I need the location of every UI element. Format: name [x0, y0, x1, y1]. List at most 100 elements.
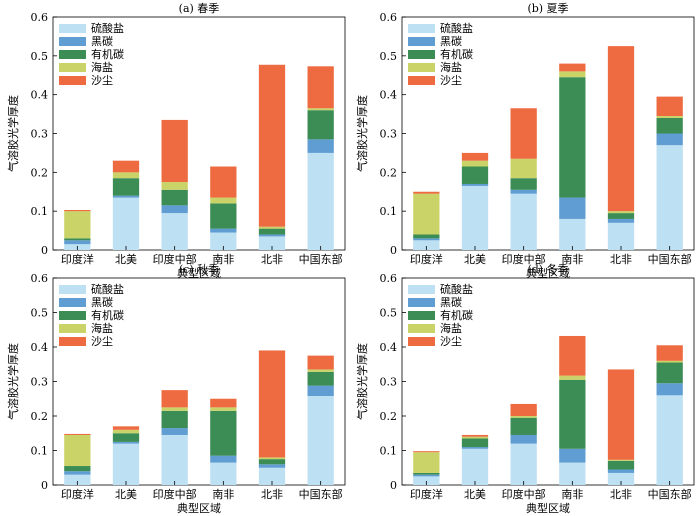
legend-swatch [408, 324, 435, 333]
x-tick-label: 印度中部 [502, 487, 546, 501]
bar-segment [559, 335, 586, 376]
x-tick-label: 北非 [261, 253, 283, 266]
bar-segment [461, 183, 489, 186]
y-tick-label: 0 [41, 244, 48, 257]
x-axis-label: 典型区域 [177, 266, 221, 280]
legend-label: 硫酸盐 [91, 21, 124, 35]
bar-segment [656, 362, 683, 384]
bar-segment [258, 64, 286, 227]
bar-segment [161, 213, 188, 250]
x-tick-label: 北非 [261, 488, 283, 501]
bar-segment [559, 77, 586, 198]
legend-label: 海盐 [91, 321, 113, 335]
bar-segment [510, 178, 537, 190]
bar-segment [656, 145, 683, 250]
bar-segment [461, 166, 489, 184]
y-axis-label: 气溶胶光学厚度 [6, 343, 20, 420]
bar-segment [656, 345, 683, 361]
bar-segment [510, 189, 537, 194]
bar-segment [161, 182, 188, 190]
y-tick-label: 0.1 [31, 205, 49, 218]
legend-label: 有机碳 [440, 47, 473, 61]
bar-segment [510, 434, 537, 444]
bar-segment [656, 133, 683, 146]
y-tick-label: 0.2 [31, 410, 49, 423]
legend-swatch [59, 324, 86, 333]
bar-segment [210, 203, 237, 229]
chart-title: (b) 夏季 [527, 2, 568, 15]
bar-segment [607, 46, 635, 212]
bar-segment [112, 443, 140, 485]
bar-segment [64, 471, 91, 475]
bar-segment [656, 116, 683, 118]
x-tick-label: 北美 [115, 253, 137, 266]
bar-segment [461, 185, 489, 250]
y-tick-label: 0.1 [380, 205, 398, 218]
x-tick-label: 印度洋 [61, 487, 94, 501]
legend-swatch [408, 24, 435, 33]
bar-segment [258, 350, 286, 458]
bar-segment [510, 416, 537, 418]
legend-label: 硫酸盐 [91, 282, 124, 296]
bar-segment [161, 205, 188, 214]
x-tick-label: 中国东部 [299, 252, 343, 266]
y-tick-label: 0.3 [380, 128, 398, 141]
x-tick-label: 南非 [561, 253, 583, 266]
bar-segment [510, 403, 537, 416]
bar-segment [64, 434, 91, 467]
y-tick-label: 0.3 [31, 128, 49, 141]
bar-segment [559, 63, 586, 72]
bar-segment [112, 160, 140, 173]
bar-segment [307, 395, 334, 485]
x-axis-label: 典型区域 [526, 501, 570, 515]
y-tick-label: 0.3 [380, 376, 398, 389]
bar-segment [413, 451, 440, 453]
x-tick-label: 北美 [464, 488, 486, 501]
y-tick-label: 0.4 [31, 341, 49, 354]
bar-segment [413, 234, 440, 239]
bar-segment [656, 96, 683, 117]
legend-label: 有机碳 [91, 47, 124, 61]
y-tick-label: 0.6 [380, 11, 398, 24]
legend-swatch [408, 337, 435, 346]
bar-segment [64, 211, 91, 239]
legend-swatch [59, 37, 86, 46]
bar-segment [161, 390, 188, 408]
bar-segment [112, 197, 140, 250]
x-tick-label: 中国东部 [299, 487, 343, 501]
bar-segment [258, 464, 286, 468]
bar-segment [64, 466, 91, 472]
legend-swatch [59, 24, 86, 33]
bar-segment [112, 195, 140, 198]
y-tick-label: 0.4 [380, 341, 398, 354]
bar-segment [307, 371, 334, 386]
bar-segment [210, 166, 237, 198]
bar-segment [607, 369, 635, 460]
bar-segment [307, 66, 334, 109]
bar-segment [510, 417, 537, 435]
y-axis-label: 气溶胶光学厚度 [6, 95, 20, 172]
bar-segment [461, 160, 489, 167]
legend-label: 有机碳 [440, 308, 473, 322]
bar-segment [461, 152, 489, 161]
bar-segment [307, 110, 334, 140]
bar-segment [413, 472, 440, 475]
bar-segment [112, 178, 140, 196]
x-tick-label: 南非 [212, 253, 234, 266]
x-tick-label: 印度中部 [153, 487, 197, 501]
y-tick-label: 0 [41, 479, 48, 492]
y-tick-label: 0.5 [31, 50, 49, 63]
legend-label: 黑碳 [440, 34, 462, 48]
bar-segment [559, 197, 586, 219]
bar-segment [112, 433, 140, 442]
bar-segment [307, 108, 334, 111]
legend-label: 海盐 [91, 60, 113, 74]
legend-swatch [408, 285, 435, 294]
bar-segment [607, 472, 635, 485]
bar-segment [656, 395, 683, 485]
bar-segment [210, 410, 237, 456]
legend-label: 有机碳 [91, 308, 124, 322]
